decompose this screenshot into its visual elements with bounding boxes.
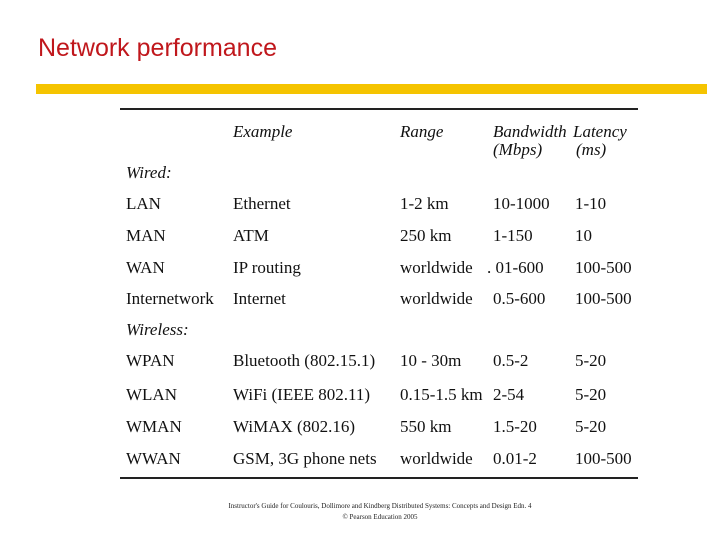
- cell-range: 0.15-1.5 km: [400, 385, 483, 404]
- header-latency: Latency: [573, 122, 627, 141]
- cell-latency: 1-10: [575, 194, 607, 213]
- cell-range: 550 km: [400, 417, 452, 436]
- footer-copyright: © Pearson Education 2005: [342, 513, 418, 521]
- header-latency-unit: (ms): [576, 140, 607, 159]
- cell-example: IP routing: [233, 258, 301, 277]
- cell-example: Internet: [233, 289, 286, 308]
- title-underline-bar: [36, 84, 707, 94]
- cell-latency: 100-500: [575, 289, 632, 308]
- cell-range: worldwide: [400, 289, 473, 308]
- cell-type: WMAN: [126, 417, 182, 436]
- cell-example: ATM: [233, 226, 269, 245]
- cell-range: worldwide: [400, 258, 473, 277]
- header-bandwidth-unit: (Mbps): [493, 140, 543, 159]
- section-label-wired: Wired:: [126, 163, 172, 182]
- cell-bandwidth: 1.5-20: [493, 417, 537, 436]
- cell-bandwidth: 1-150: [493, 226, 533, 245]
- cell-example: WiFi (IEEE 802.11): [233, 385, 371, 404]
- cell-example: GSM, 3G phone nets: [233, 449, 377, 468]
- section-label-wireless: Wireless:: [126, 320, 189, 339]
- cell-bandwidth: 0.01-2: [493, 449, 537, 468]
- cell-type: WAN: [126, 258, 165, 277]
- cell-bandwidth: 10-1000: [493, 194, 550, 213]
- cell-bandwidth: . 01-600: [487, 258, 544, 277]
- cell-latency: 10: [575, 226, 592, 245]
- cell-type: WWAN: [126, 449, 181, 468]
- cell-bandwidth: 0.5-600: [493, 289, 546, 308]
- slide-title: Network performance: [38, 34, 277, 62]
- header-bandwidth: Bandwidth: [493, 122, 567, 141]
- cell-range: 1-2 km: [400, 194, 449, 213]
- cell-type: MAN: [126, 226, 166, 245]
- cell-latency: 5-20: [575, 417, 607, 436]
- cell-range: worldwide: [400, 449, 473, 468]
- header-range: Range: [400, 122, 444, 141]
- footer-credit: Instructor's Guide for Coulouris, Dollim…: [228, 502, 532, 510]
- cell-latency: 100-500: [575, 258, 632, 277]
- cell-range: 10 - 30m: [400, 351, 462, 370]
- cell-type: WPAN: [126, 351, 175, 370]
- table-bottom-rule: [120, 477, 638, 479]
- cell-example: WiMAX (802.16): [233, 417, 356, 436]
- cell-latency: 5-20: [575, 385, 607, 404]
- cell-bandwidth: 2-54: [493, 385, 525, 404]
- cell-type: LAN: [126, 194, 161, 213]
- cell-range: 250 km: [400, 226, 452, 245]
- header-example: Example: [233, 122, 293, 141]
- cell-example: Bluetooth (802.15.1): [233, 351, 376, 370]
- cell-latency: 5-20: [575, 351, 607, 370]
- cell-type: WLAN: [126, 385, 177, 404]
- cell-bandwidth: 0.5-2: [493, 351, 529, 370]
- cell-type: Internetwork: [126, 289, 214, 308]
- cell-latency: 100-500: [575, 449, 632, 468]
- table-top-rule: [120, 108, 638, 110]
- cell-example: Ethernet: [233, 194, 291, 213]
